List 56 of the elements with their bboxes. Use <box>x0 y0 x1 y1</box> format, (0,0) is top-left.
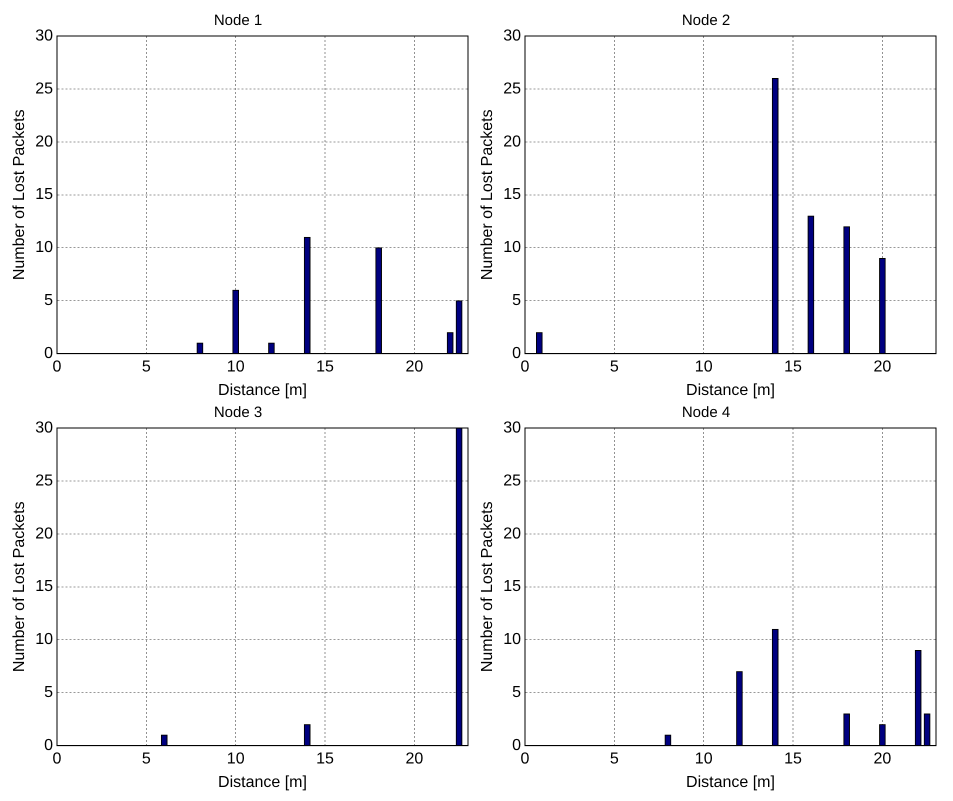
chart-title: Node 2 <box>682 12 730 30</box>
y-tick-label: 5 <box>44 684 54 702</box>
x-tick-label: 5 <box>610 750 619 768</box>
x-tick-label: 5 <box>610 358 619 376</box>
y-tick-label: 5 <box>44 292 54 310</box>
y-tick-label: 20 <box>35 525 54 542</box>
x-tick-label: 10 <box>226 750 245 768</box>
x-tick-label: 15 <box>784 358 802 376</box>
x-tick-label: 15 <box>784 750 802 768</box>
x-tick-label: 10 <box>694 358 713 376</box>
y-tick-label: 15 <box>503 578 522 596</box>
x-tick-label: 20 <box>405 750 424 768</box>
y-tick-label: 20 <box>503 133 522 150</box>
y-tick-label: 0 <box>512 737 522 754</box>
x-axis-title: Distance [m] <box>686 774 775 791</box>
x-tick-label: 20 <box>873 750 892 768</box>
y-tick-label: 30 <box>35 27 54 44</box>
x-tick-label: 5 <box>142 750 151 768</box>
chart-title: Node 3 <box>214 404 262 422</box>
x-tick-label: 10 <box>694 750 713 768</box>
y-tick-label: 30 <box>503 419 522 436</box>
chart-title: Node 1 <box>214 12 262 30</box>
y-tick-label: 0 <box>44 737 54 754</box>
x-axis-title: Distance [m] <box>218 774 307 791</box>
x-tick-label: 15 <box>316 358 334 376</box>
y-tick-label: 15 <box>35 578 54 596</box>
y-tick-label: 20 <box>35 133 54 150</box>
y-tick-label: 25 <box>503 80 522 98</box>
x-axis-title: Distance [m] <box>218 382 307 399</box>
x-tick-label: 10 <box>226 358 245 376</box>
y-axis-title: Number of Lost Packets <box>11 109 28 280</box>
x-axis-title: Distance [m] <box>686 382 775 399</box>
y-tick-label: 25 <box>503 472 522 490</box>
chart-title: Node 4 <box>682 404 730 422</box>
y-tick-label: 5 <box>512 684 522 702</box>
y-tick-label: 5 <box>512 292 522 310</box>
y-tick-label: 25 <box>35 472 54 490</box>
y-tick-label: 0 <box>512 345 522 362</box>
x-tick-label: 20 <box>405 358 424 376</box>
y-tick-label: 15 <box>503 186 522 204</box>
y-tick-label: 10 <box>35 239 54 256</box>
y-tick-label: 20 <box>503 525 522 542</box>
x-tick-label: 15 <box>316 750 334 768</box>
y-axis-title: Number of Lost Packets <box>11 501 28 672</box>
y-tick-label: 10 <box>503 631 522 648</box>
y-tick-label: 0 <box>44 345 54 362</box>
y-tick-label: 30 <box>503 27 522 44</box>
x-tick-label: 5 <box>142 358 151 376</box>
y-tick-label: 10 <box>35 631 54 648</box>
y-tick-label: 25 <box>35 80 54 98</box>
y-axis-title: Number of Lost Packets <box>479 501 496 672</box>
y-tick-label: 10 <box>503 239 522 256</box>
y-tick-label: 15 <box>35 186 54 204</box>
y-axis-title: Number of Lost Packets <box>479 109 496 280</box>
x-tick-label: 20 <box>873 358 892 376</box>
y-tick-label: 30 <box>35 419 54 436</box>
